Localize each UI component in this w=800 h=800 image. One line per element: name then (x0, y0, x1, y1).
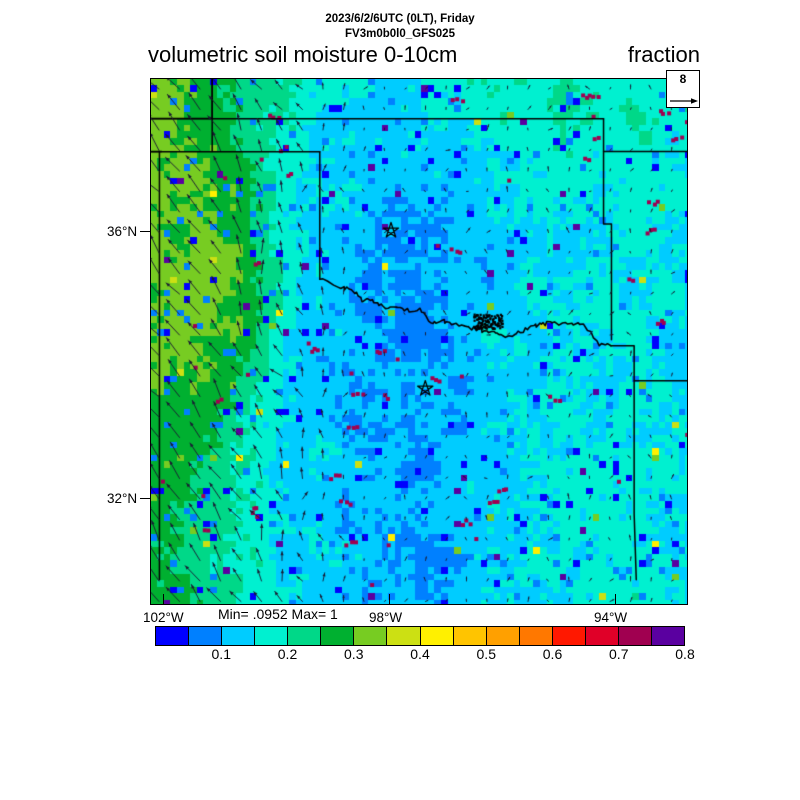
lon-label-94w: 94°W (594, 610, 628, 625)
lon-label-98w: 98°W (369, 610, 403, 625)
lat-tick-32n (140, 498, 151, 500)
colorbar-segment-4 (288, 627, 322, 645)
lat-tick-36n (140, 231, 151, 233)
units-label: fraction (627, 42, 700, 67)
lat-label-36n: 36°N (107, 224, 138, 239)
colorbar-segment-15 (651, 627, 684, 645)
colorbar-tick-labels: 0.1 0.2 0.3 0.4 0.5 0.6 0.7 0.8 (155, 646, 695, 664)
header-datetime: 2023/6/2/6UTC (0LT), Friday (325, 13, 475, 25)
colorbar-segment-1 (189, 627, 223, 645)
colorbar-segment-2 (222, 627, 256, 645)
colorbar-tick-0.4: 0.4 (410, 646, 430, 662)
lat-label-32n: 32°N (107, 491, 138, 506)
lon-tick-98w (389, 594, 391, 605)
wind-key-value: 8 (679, 72, 687, 86)
map-plot-area (150, 78, 688, 605)
colorbar-tick-0.8: 0.8 (675, 646, 695, 662)
colorbar-segment-12 (552, 627, 586, 645)
lon-label-102w: 102°W (143, 610, 184, 625)
colorbar-tick-0.5: 0.5 (476, 646, 496, 662)
colorbar (155, 626, 685, 646)
colorbar-segment-5 (321, 627, 355, 645)
colorbar-segment-3 (255, 627, 289, 645)
colorbar-segment-8 (420, 627, 454, 645)
colorbar-tick-0.7: 0.7 (609, 646, 629, 662)
colorbar-segment-0 (156, 627, 190, 645)
colorbar-segment-13 (585, 627, 619, 645)
min-max-statistics: Min= .0952 Max= 1 (218, 606, 338, 622)
colorbar-segment-6 (354, 627, 388, 645)
soil-moisture-heatmap-canvas (151, 79, 687, 604)
wind-vector-arrow-icon (670, 98, 698, 104)
colorbar-tick-0.6: 0.6 (542, 646, 563, 662)
lon-tick-94w (615, 594, 617, 605)
colorbar-segment-7 (387, 627, 421, 645)
colorbar-segment-11 (519, 627, 553, 645)
colorbar-segment-14 (618, 627, 652, 645)
page-title: volumetric soil moisture 0-10cm (148, 42, 458, 67)
wind-vector-legend: 8 (666, 70, 700, 108)
colorbar-segment-10 (486, 627, 520, 645)
colorbar-tick-0.3: 0.3 (344, 646, 364, 662)
colorbar-segment-9 (453, 627, 487, 645)
colorbar-tick-0.1: 0.1 (211, 646, 231, 662)
header-model-name: FV3m0b0l0_GFS025 (345, 28, 455, 40)
lon-tick-102w (163, 594, 165, 605)
colorbar-tick-0.2: 0.2 (277, 646, 298, 662)
colorbar-segments (155, 626, 685, 646)
chart-header: 2023/6/2/6UTC (0LT), Friday FV3m0b0l0_GF… (0, 0, 800, 78)
